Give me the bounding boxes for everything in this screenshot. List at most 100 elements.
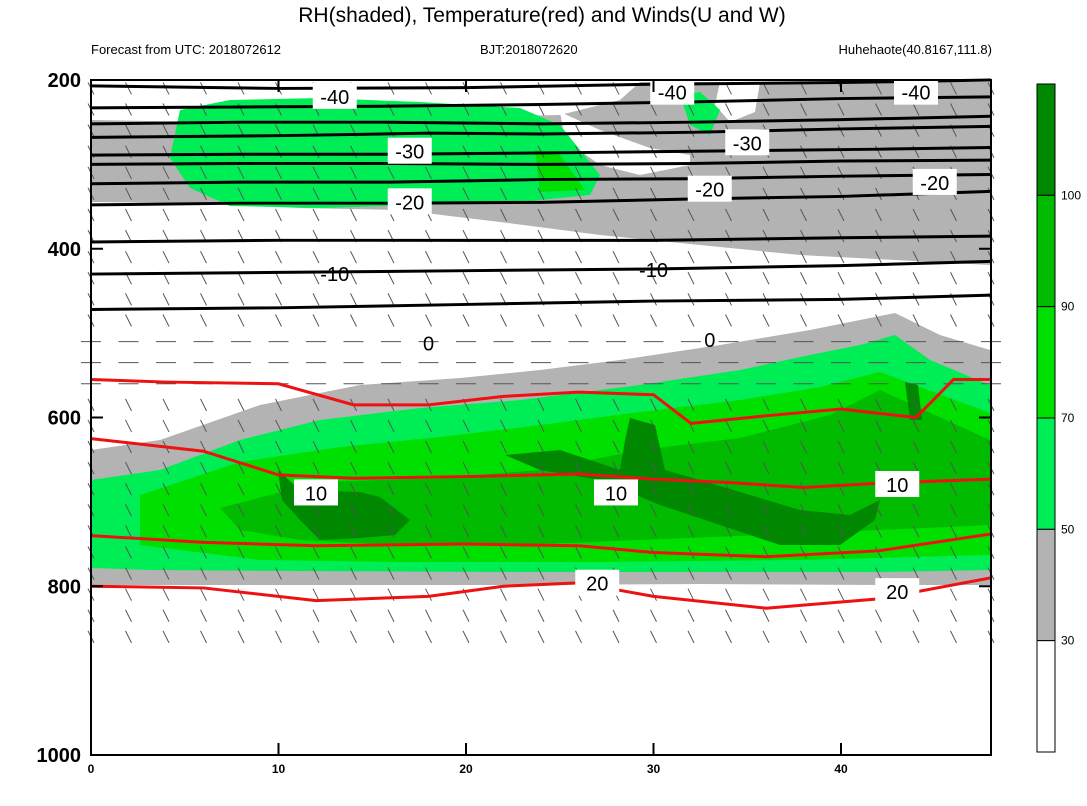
wind-barb — [875, 504, 882, 517]
wind-barb — [612, 187, 620, 201]
wind-barb — [800, 229, 807, 243]
wind-barb — [537, 314, 545, 327]
wind-barb — [462, 187, 470, 201]
wind-barb — [537, 525, 545, 538]
wind-barb — [612, 103, 620, 116]
wind-barb — [612, 440, 620, 454]
wind-barb — [950, 630, 957, 644]
wind-barb — [800, 504, 807, 517]
wind-barb — [425, 525, 432, 538]
contour-label-box — [725, 129, 770, 156]
contour-label-box — [875, 471, 920, 497]
wind-barb — [800, 525, 807, 538]
wind-barb — [800, 82, 807, 95]
wind-barb — [275, 187, 282, 201]
wind-barb — [762, 504, 770, 517]
wind-barb — [425, 588, 432, 601]
chart-title: RH(shaded), Temperature(red) and Winds(U… — [298, 4, 785, 27]
contour-label-box — [575, 569, 620, 596]
wind-barb — [237, 504, 245, 517]
contour-label-box — [294, 479, 338, 506]
contour-label: -20 — [695, 180, 724, 202]
wind-barb — [875, 250, 882, 264]
colorbar-label: 90 — [1061, 300, 1075, 314]
wind-barb — [200, 250, 207, 264]
wind-barb — [125, 187, 132, 201]
wind-barb — [875, 314, 882, 327]
wind-barb — [425, 293, 432, 306]
wind-barb — [500, 546, 507, 559]
wind-barb — [350, 250, 357, 264]
wind-barb — [800, 482, 807, 496]
wind-barb — [200, 208, 207, 222]
wind-barb — [875, 124, 882, 137]
wind-barb — [387, 525, 395, 538]
wind-barb — [162, 525, 170, 538]
wind-barb — [950, 314, 957, 327]
wind-barb — [762, 440, 770, 454]
colorbar-label: 30 — [1061, 634, 1075, 648]
wind-barb — [837, 588, 845, 601]
wind-barb — [350, 208, 357, 222]
wind-barb — [875, 546, 882, 559]
wind-barb — [425, 440, 432, 454]
colorbar: 100 90 70 50 30 — [1036, 83, 1081, 753]
wind-barb — [125, 250, 132, 264]
wind-barb — [125, 398, 132, 412]
wind-barb — [162, 567, 170, 580]
contour-label: -20 — [920, 173, 949, 195]
wind-barb — [762, 314, 770, 327]
wind-barb — [350, 567, 357, 580]
contour-label-box — [594, 479, 638, 506]
wind-barb — [237, 440, 245, 454]
temperature-contour-black — [90, 158, 992, 166]
wind-barb — [650, 398, 657, 412]
wind-barb — [837, 567, 845, 580]
wind-barb — [725, 272, 732, 285]
wind-barb — [387, 504, 395, 517]
wind-barb — [312, 546, 320, 559]
wind-barb — [537, 250, 545, 264]
y-tick-label: 800 — [48, 576, 81, 598]
wind-barb — [800, 398, 807, 412]
wind-barb — [200, 504, 207, 517]
wind-barb — [462, 145, 470, 158]
wind-barb — [537, 187, 545, 201]
wind-barb — [650, 440, 657, 454]
wind-barb — [312, 250, 320, 264]
contour-label: -20 — [395, 192, 424, 214]
wind-barb — [312, 525, 320, 538]
wind-barb — [800, 419, 807, 433]
wind-barb — [725, 419, 732, 433]
wind-barb — [162, 82, 170, 95]
contour-label: 0 — [704, 330, 715, 352]
wind-barb — [537, 546, 545, 559]
wind-barb — [875, 567, 882, 580]
wind-barb — [462, 546, 470, 559]
wind-barb — [125, 314, 132, 327]
wind-barb — [650, 103, 657, 116]
wind-barb — [950, 482, 957, 496]
wind-barb — [162, 546, 170, 559]
wind-barb — [612, 504, 620, 517]
contour-label-box — [387, 188, 432, 215]
contour-label: 10 — [305, 483, 327, 505]
wind-barb — [912, 250, 920, 264]
wind-barb — [425, 166, 432, 180]
wind-barb — [687, 525, 695, 538]
wind-barb — [762, 461, 770, 475]
wind-barb — [275, 293, 282, 306]
temperature-contours-red — [90, 378, 992, 610]
wind-barb — [500, 82, 507, 95]
wind-barb — [687, 440, 695, 454]
wind-barb — [537, 166, 545, 180]
contour-label: -40 — [902, 83, 931, 105]
wind-barb — [950, 419, 957, 433]
wind-barb — [725, 208, 732, 222]
wind-barb — [725, 103, 732, 116]
wind-barb — [612, 609, 620, 623]
wind-barb — [687, 504, 695, 517]
wind-barb — [875, 208, 882, 222]
